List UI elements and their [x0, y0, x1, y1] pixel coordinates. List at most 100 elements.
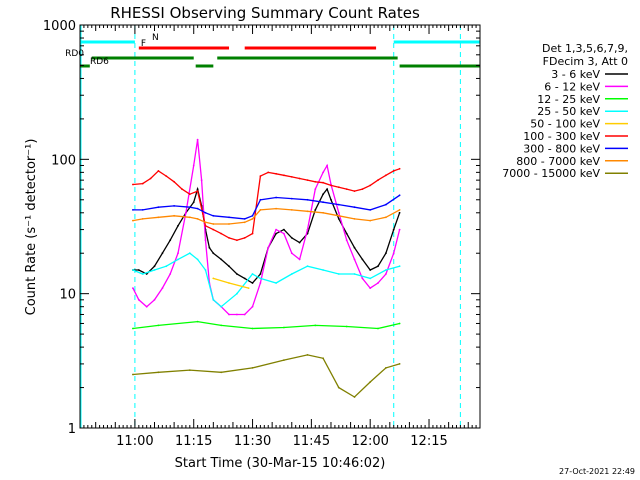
- data-point: [326, 164, 328, 167]
- data-point: [145, 273, 148, 275]
- data-point: [353, 206, 356, 209]
- data-point: [267, 171, 270, 174]
- data-point: [326, 188, 328, 191]
- data-point: [290, 197, 293, 200]
- data-point: [398, 322, 401, 325]
- data-point: [196, 138, 199, 141]
- data-point: [377, 265, 379, 268]
- data-point: [196, 207, 199, 210]
- data-point: [314, 188, 317, 191]
- data-point: [243, 237, 246, 239]
- data-point: [132, 183, 134, 186]
- axes: 1 10 100 1000 11:00 11:15 11:30 11:45 12:00 12:15: [43, 19, 481, 449]
- legend-header: Det 1,3,5,6,7,9,: [542, 42, 628, 55]
- y-tick-label: 10: [59, 288, 76, 303]
- data-point: [204, 221, 207, 224]
- data-point: [196, 190, 199, 193]
- data-point: [196, 258, 199, 261]
- state-bar-label: N: [152, 33, 159, 43]
- data-point: [132, 209, 134, 211]
- x-tick-label: 11:15: [175, 434, 212, 449]
- data-point: [157, 170, 160, 172]
- data-point: [306, 198, 309, 201]
- data-point: [251, 327, 254, 330]
- data-point: [177, 258, 179, 261]
- data-point: [153, 298, 156, 301]
- data-point: [188, 206, 191, 209]
- footer-timestamp: 27-Oct-2021 22:49: [559, 467, 635, 476]
- data-point: [283, 232, 285, 235]
- data-point: [345, 232, 348, 235]
- legend: Det 1,3,5,6,7,9,FDecim 3, Att 03 - 6 keV…: [502, 42, 628, 180]
- data-point: [204, 239, 207, 242]
- data-point: [157, 371, 160, 374]
- data-point: [377, 327, 379, 330]
- data-point: [196, 218, 199, 220]
- data-point: [275, 172, 277, 175]
- data-point: [267, 246, 270, 249]
- data-point: [236, 292, 238, 295]
- chart-title: RHESSI Observing Summary Count Rates: [110, 4, 420, 22]
- data-point: [353, 396, 356, 398]
- data-point: [353, 218, 356, 220]
- legend-entry-label: 300 - 800 keV: [523, 142, 600, 155]
- data-point: [361, 277, 364, 280]
- data-point: [337, 218, 340, 220]
- data-point: [314, 180, 317, 183]
- data-point: [369, 219, 372, 222]
- data-point: [392, 170, 395, 172]
- data-point: [353, 190, 356, 193]
- data-point: [177, 224, 179, 227]
- data-point: [377, 179, 379, 182]
- data-point: [169, 273, 172, 275]
- data-point: [251, 232, 254, 235]
- data-point: [173, 205, 176, 207]
- data-point: [337, 203, 340, 206]
- x-tick-label: 11:45: [293, 434, 330, 449]
- data-point: [137, 269, 140, 271]
- data-point: [385, 273, 387, 275]
- data-point: [157, 324, 160, 327]
- y-tick-label: 100: [51, 153, 76, 168]
- state-bars: NF RD0 RD6: [65, 33, 480, 68]
- data-point: [200, 179, 203, 182]
- data-point: [385, 252, 387, 255]
- data-point: [290, 176, 293, 178]
- series-line: [132, 320, 400, 330]
- data-point: [377, 282, 379, 284]
- data-point: [298, 177, 301, 180]
- state-bar-label: F: [141, 39, 146, 49]
- data-point: [145, 305, 148, 308]
- legend-entry-label: 7000 - 15000 keV: [502, 167, 600, 180]
- data-point: [188, 193, 191, 196]
- x-tick-label: 11:30: [234, 434, 271, 449]
- series-line: [132, 186, 401, 284]
- data-point: [259, 277, 262, 280]
- data-point: [314, 209, 317, 211]
- data-point: [251, 214, 254, 217]
- data-point: [385, 174, 387, 177]
- legend-header: FDecim 3, Att 0: [543, 55, 628, 68]
- data-point: [259, 273, 262, 275]
- data-point: [132, 219, 134, 222]
- legend-entry-label: 50 - 100 keV: [530, 118, 600, 131]
- data-point: [369, 277, 372, 280]
- data-point: [298, 258, 301, 261]
- y-tick-label: 1000: [43, 19, 76, 34]
- data-point: [157, 206, 160, 209]
- data-point: [369, 269, 372, 271]
- data-point: [141, 218, 144, 220]
- data-point: [306, 228, 309, 231]
- data-point: [141, 209, 144, 211]
- data-point: [283, 174, 285, 177]
- data-point: [259, 198, 262, 201]
- plot-frame: [79, 24, 481, 429]
- data-point: [353, 258, 356, 261]
- data-point: [369, 287, 372, 289]
- data-point: [185, 211, 187, 214]
- data-point: [228, 282, 230, 284]
- data-point: [275, 196, 277, 199]
- data-point: [212, 214, 215, 217]
- data-point: [259, 282, 262, 284]
